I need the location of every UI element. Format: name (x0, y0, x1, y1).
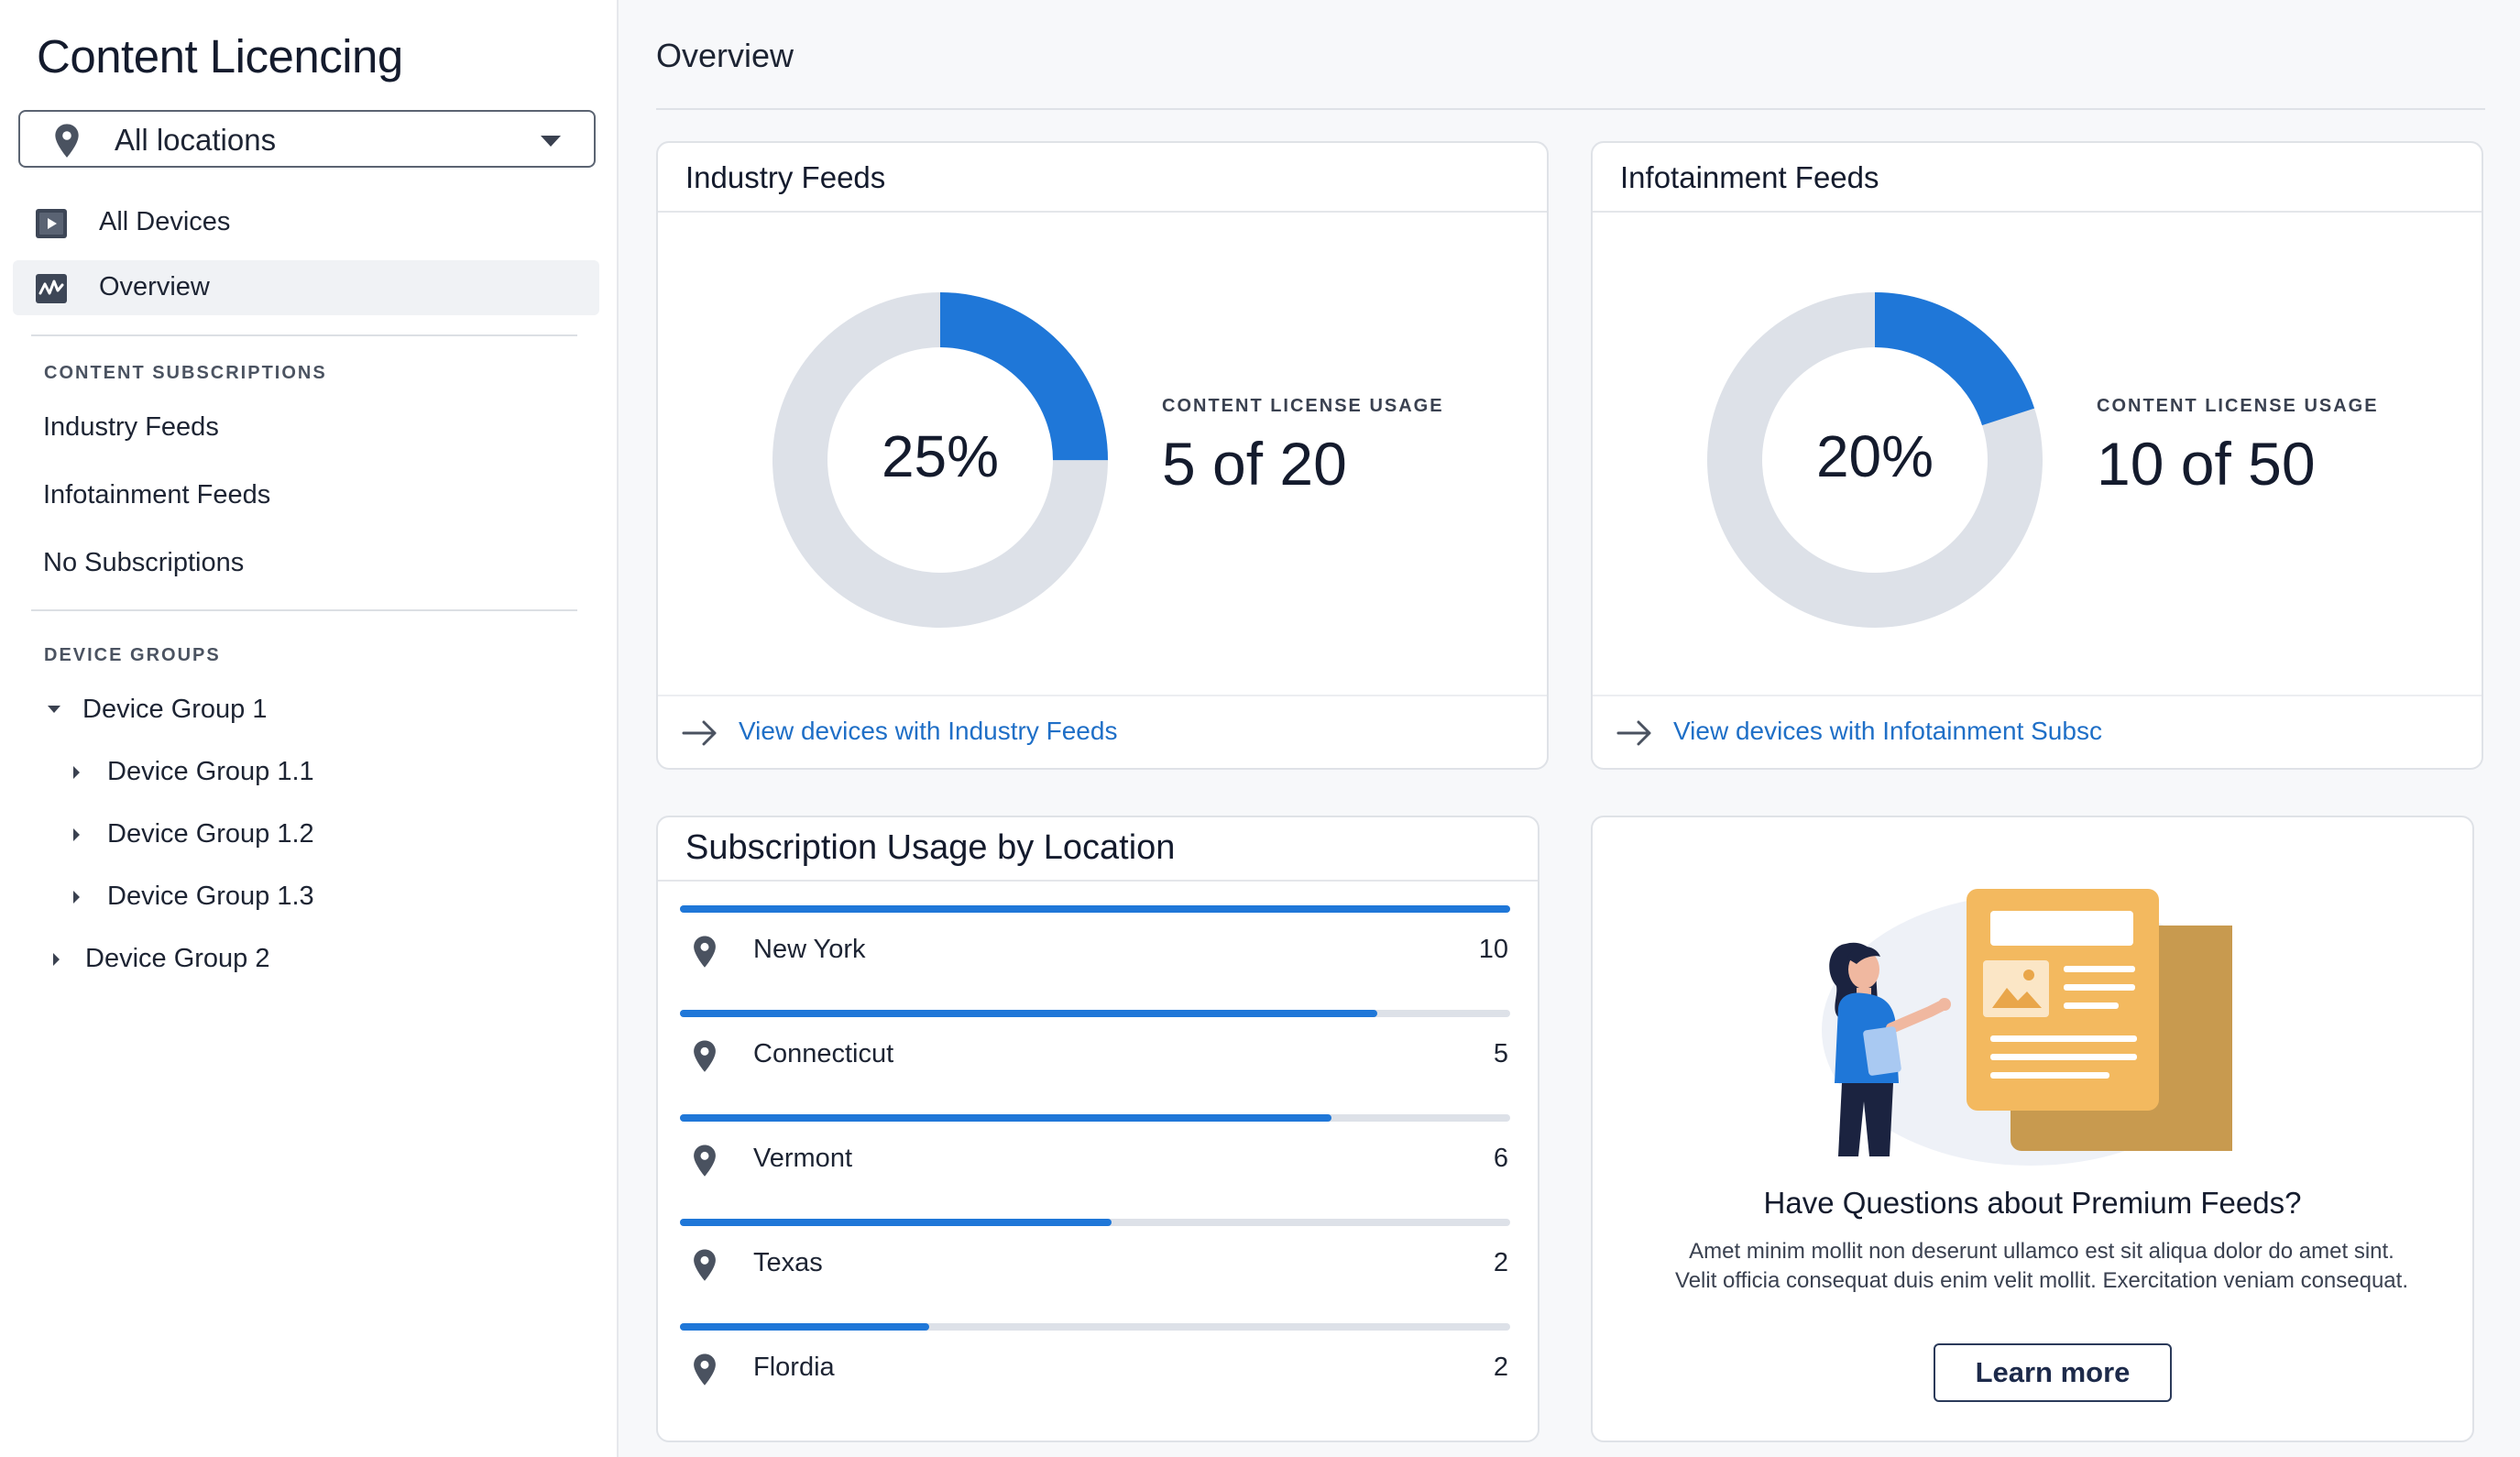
card-footer-link[interactable]: View devices with Industry Feeds (658, 695, 1547, 768)
usage-value: 5 of 20 (1162, 430, 1347, 498)
location-select-value: All locations (115, 123, 277, 157)
promo-text-line: Amet minim mollit non deserunt ullamco e… (1689, 1239, 2394, 1264)
usage-value: 10 of 50 (2097, 430, 2316, 498)
play-screen-icon (36, 209, 67, 238)
usage-bar-fill (680, 1323, 929, 1331)
card-title: Infotainment Feeds (1620, 160, 1879, 194)
learn-more-button[interactable]: Learn more (1934, 1343, 2172, 1402)
donut-percent-label: 20% (1815, 423, 1934, 489)
tree-item-label: Device Group 1 (82, 695, 268, 724)
promo-card: Have Questions about Premium Feeds? Amet… (1591, 816, 2474, 1442)
nav-item-label: All Devices (99, 207, 231, 236)
location-select[interactable]: All locations (18, 110, 596, 168)
usage-bar-fill (680, 1219, 1112, 1226)
card-footer-link[interactable]: View devices with Infotainment Subsc (1593, 695, 2482, 768)
card-header: Industry Feeds (658, 143, 1547, 213)
usage-bar-fill (680, 905, 1510, 913)
subscription-item-no-subscriptions[interactable]: No Subscriptions (43, 548, 245, 577)
tree-item-label: Device Group 1.2 (107, 819, 314, 849)
card-title: Industry Feeds (685, 160, 886, 194)
usage-bar-fill (680, 1114, 1332, 1122)
content-subscriptions-heading: CONTENT SUBSCRIPTIONS (44, 363, 327, 383)
activity-chart-icon (36, 274, 67, 303)
usage-label: CONTENT LICENSE USAGE (1162, 396, 1444, 416)
location-pin-icon (694, 1353, 716, 1386)
caret-right-icon (53, 953, 60, 966)
caret-right-icon (73, 828, 80, 841)
card-header: Subscription Usage by Location (658, 817, 1538, 882)
donut-fill-arc (1707, 292, 2043, 628)
app-title: Content Licencing (37, 30, 403, 82)
sidebar: Content Licencing All locations All Devi… (0, 0, 619, 1457)
chevron-down-icon (541, 136, 561, 147)
promo-title: Have Questions about Premium Feeds? (1763, 1186, 2302, 1220)
presenter-illustration (1822, 889, 2232, 1166)
tree-item-label: Device Group 2 (85, 944, 270, 973)
infotainment-usage-donut (1707, 292, 2043, 628)
promo-text: Amet minim mollit non deserunt ullamco e… (1648, 1237, 2436, 1296)
page-title: Overview (656, 37, 794, 74)
usage-label: CONTENT LICENSE USAGE (2097, 396, 2379, 416)
divider (656, 108, 2485, 110)
location-pin-icon (694, 1249, 716, 1281)
industry-usage-donut (772, 292, 1108, 628)
infotainment-feeds-card: Infotainment Feeds 20% CONTENT LICENSE U… (1591, 141, 2483, 770)
nav-item-all-devices[interactable]: All Devices (13, 195, 599, 250)
promo-text-line: Velit officia consequat duis enim velit … (1675, 1268, 2408, 1293)
location-count: 5 (1493, 1039, 1508, 1068)
card-header: Infotainment Feeds (1593, 143, 2482, 213)
donut-percent-label: 25% (881, 423, 1000, 489)
usage-by-location-card: Subscription Usage by Location New York 1… (656, 816, 1539, 1442)
tree-item-label: Device Group 1.3 (107, 882, 314, 911)
location-count: 2 (1493, 1353, 1508, 1382)
location-name: Connecticut (753, 1039, 894, 1068)
caret-right-icon (73, 891, 80, 904)
caret-right-icon (73, 766, 80, 779)
arrow-right-icon (1616, 720, 1651, 746)
location-count: 6 (1493, 1144, 1508, 1173)
divider (31, 334, 577, 336)
location-count: 10 (1478, 935, 1508, 964)
usage-bar-track (680, 1114, 1510, 1122)
location-pin-icon (694, 1040, 716, 1072)
location-pin-icon (694, 1145, 716, 1177)
usage-bar-track (680, 1010, 1510, 1017)
location-pin-icon (55, 124, 79, 158)
usage-bar-fill (680, 1010, 1378, 1017)
device-groups-heading: DEVICE GROUPS (44, 645, 221, 665)
arrow-right-icon (682, 720, 717, 746)
view-devices-industry-link[interactable]: View devices with Industry Feeds (739, 717, 1118, 745)
usage-bar-track (680, 1323, 1510, 1331)
nav-item-overview[interactable]: Overview (13, 260, 599, 315)
view-devices-infotainment-link[interactable]: View devices with Infotainment Subsc (1673, 717, 2102, 745)
location-count: 2 (1493, 1248, 1508, 1277)
nav-item-label: Overview (99, 272, 210, 301)
usage-bar-track (680, 905, 1510, 913)
card-title: Subscription Usage by Location (685, 828, 1176, 867)
location-name: Vermont (753, 1144, 852, 1173)
industry-feeds-card: Industry Feeds 25% CONTENT LICENSE USAGE… (656, 141, 1549, 770)
donut-fill-arc (772, 292, 1108, 628)
tree-item-label: Device Group 1.1 (107, 757, 314, 786)
location-name: Flordia (753, 1353, 835, 1382)
location-name: Texas (753, 1248, 823, 1277)
usage-bar-track (680, 1219, 1510, 1226)
divider (31, 609, 577, 611)
location-name: New York (753, 935, 866, 964)
subscription-item-infotainment-feeds[interactable]: Infotainment Feeds (43, 480, 271, 509)
location-pin-icon (694, 936, 716, 968)
subscription-item-industry-feeds[interactable]: Industry Feeds (43, 412, 219, 442)
caret-down-icon (48, 706, 60, 713)
